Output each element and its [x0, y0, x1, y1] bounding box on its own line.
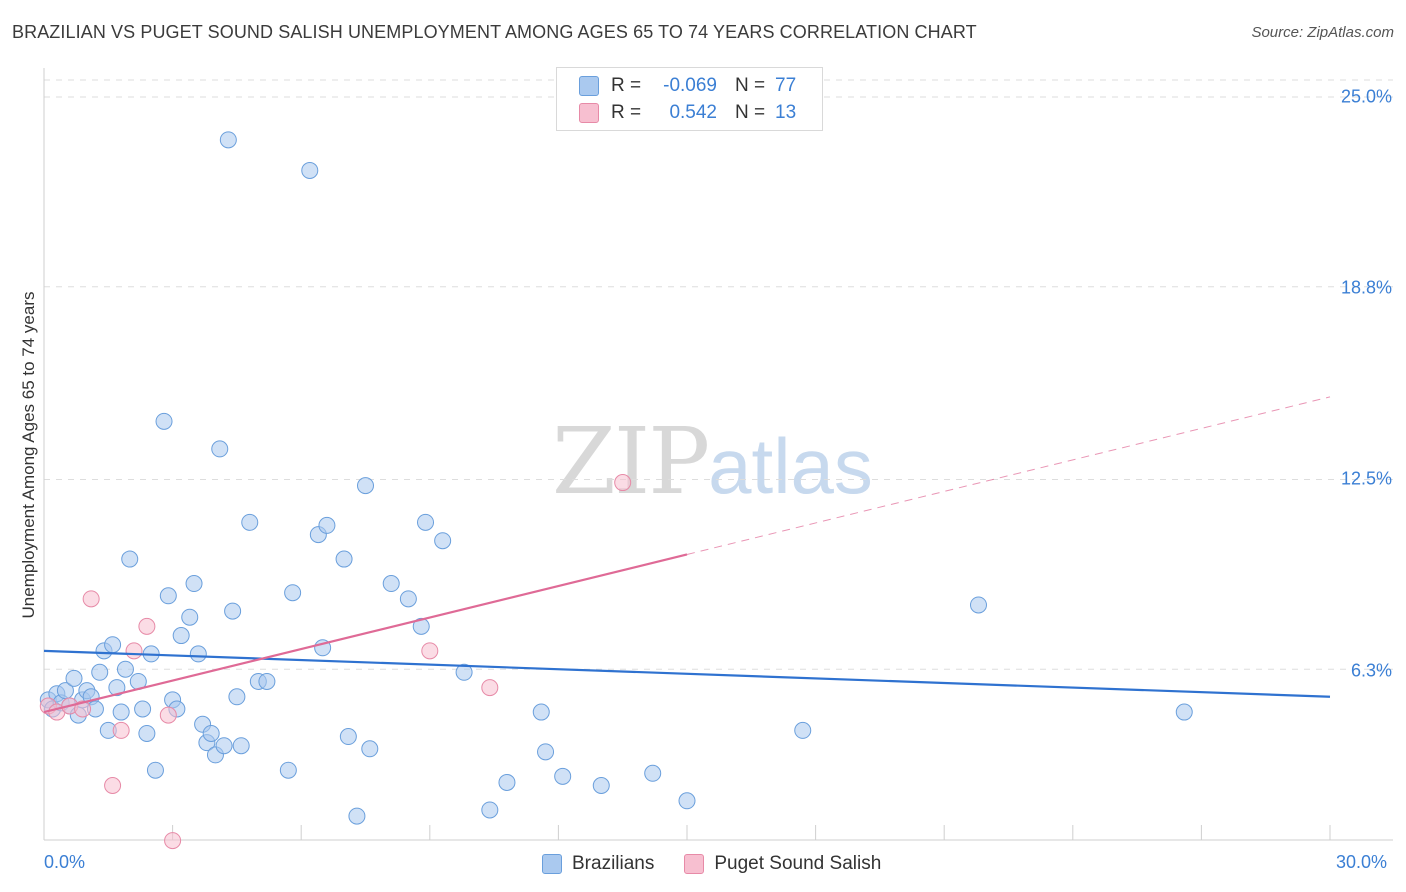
brazilians-point	[228, 688, 246, 706]
brazilians-point	[554, 767, 572, 785]
r-value: -0.069	[663, 75, 717, 96]
brazilians-point	[172, 627, 190, 645]
brazilians-point	[284, 584, 302, 602]
brazilians-point	[318, 516, 336, 534]
n-value: 13	[775, 102, 797, 123]
correlation-legend: R = -0.069 N = 77 R = 0.542 N = 13	[556, 67, 823, 131]
brazilians-point	[146, 761, 164, 779]
brazilians-point	[498, 773, 516, 791]
brazilians-point	[382, 575, 400, 593]
brazilians-point	[232, 737, 250, 755]
blue-swatch	[579, 76, 599, 96]
brazilians-point	[455, 663, 473, 681]
legend-item-puget-sound-salish[interactable]: Puget Sound Salish	[684, 853, 881, 875]
brazilians-point	[181, 608, 199, 626]
brazilians-point	[1175, 703, 1193, 721]
legend-label: Puget Sound Salish	[714, 853, 882, 874]
series-legend: Brazilians Puget Sound Salish	[542, 852, 911, 876]
brazilians-point	[241, 513, 259, 531]
brazilians-point	[279, 761, 297, 779]
legend-item-brazilians[interactable]: Brazilians	[542, 853, 654, 875]
legend-row-brazilians: R = -0.069 N = 77	[579, 74, 796, 98]
puget-sound-salish-point	[481, 679, 499, 697]
brazilians-point	[301, 161, 319, 179]
puget-sound-salish-point	[159, 706, 177, 724]
y-tick-label: 25.0%	[1340, 86, 1392, 107]
brazilians-point	[481, 801, 499, 819]
brazilians-point	[219, 131, 237, 149]
brazilians-point	[794, 721, 812, 739]
brazilians-point	[417, 513, 435, 531]
brazilians-point	[134, 700, 152, 718]
source-label: Source: ZipAtlas.com	[1251, 24, 1394, 41]
r-label: R =	[611, 75, 642, 96]
puget-sound-salish-point	[104, 777, 122, 794]
pink-swatch	[579, 103, 599, 123]
puget-sound-salish-point	[138, 617, 156, 635]
pink-swatch	[684, 854, 705, 874]
brazilians-point	[348, 807, 366, 825]
blue-swatch	[542, 854, 562, 874]
puget-sound-salish-point	[112, 721, 130, 739]
puget-sound-salish-point	[614, 474, 632, 492]
brazilians-point	[91, 663, 109, 681]
brazilians-point	[339, 728, 357, 746]
brazilians-point	[112, 703, 130, 721]
brazilians-point	[215, 737, 233, 755]
legend-label: Brazilians	[572, 853, 655, 874]
x-tick-label-min: 0.0%	[44, 852, 86, 872]
legend-row-puget-sound-salish: R = 0.542 N = 13	[579, 101, 796, 125]
x-tick-label-max: 30.0%	[1336, 852, 1388, 872]
brazilians-point	[258, 672, 276, 690]
n-value: 77	[775, 75, 797, 96]
r-value: 0.542	[669, 102, 717, 123]
brazilians-point	[108, 679, 126, 697]
brazilians-point	[592, 777, 610, 794]
brazilians-point	[121, 550, 139, 568]
brazilians-point	[399, 590, 417, 608]
brazilians-point	[65, 669, 83, 687]
brazilians-point	[678, 792, 696, 810]
puget-sound-salish-point	[125, 642, 143, 660]
brazilians-point	[361, 740, 379, 758]
watermark-atlas: atlas	[708, 422, 873, 510]
brazilians-point	[537, 743, 555, 761]
puget-sound-salish-point	[421, 642, 439, 660]
y-tick-label: 6.3%	[1350, 660, 1392, 681]
brazilians-point	[224, 602, 242, 620]
puget-sound-salish-point	[164, 832, 182, 850]
watermark: ZIPatlas	[552, 408, 873, 515]
brazilians-point	[185, 575, 203, 593]
brazilians-point	[335, 550, 353, 568]
puget-sound-salish-trend-line-extension	[686, 396, 1331, 555]
n-label: N =	[735, 102, 766, 123]
puget-sound-salish-trend-line	[43, 553, 688, 714]
puget-sound-salish-point	[74, 700, 92, 718]
brazilians-point	[116, 660, 134, 678]
y-tick-label: 12.5%	[1340, 468, 1392, 489]
brazilians-point	[211, 440, 229, 458]
brazilians-point	[202, 724, 220, 742]
n-label: N =	[735, 75, 766, 96]
r-label: R =	[611, 102, 642, 123]
brazilians-point	[138, 724, 156, 742]
brazilians-point	[969, 596, 987, 614]
brazilians-point	[357, 477, 374, 495]
brazilians-point	[104, 636, 122, 654]
brazilians-point	[434, 532, 452, 550]
brazilians-point	[189, 645, 207, 663]
brazilians-point	[532, 703, 550, 721]
brazilians-point	[644, 764, 662, 782]
puget-sound-salish-point	[82, 590, 100, 608]
brazilians-point	[412, 617, 430, 635]
brazilians-point	[159, 587, 177, 605]
y-tick-label: 18.8%	[1340, 277, 1392, 298]
brazilians-point	[155, 412, 173, 430]
chart-title: BRAZILIAN VS PUGET SOUND SALISH UNEMPLOY…	[12, 22, 977, 42]
watermark-zip: ZIP	[552, 408, 710, 515]
